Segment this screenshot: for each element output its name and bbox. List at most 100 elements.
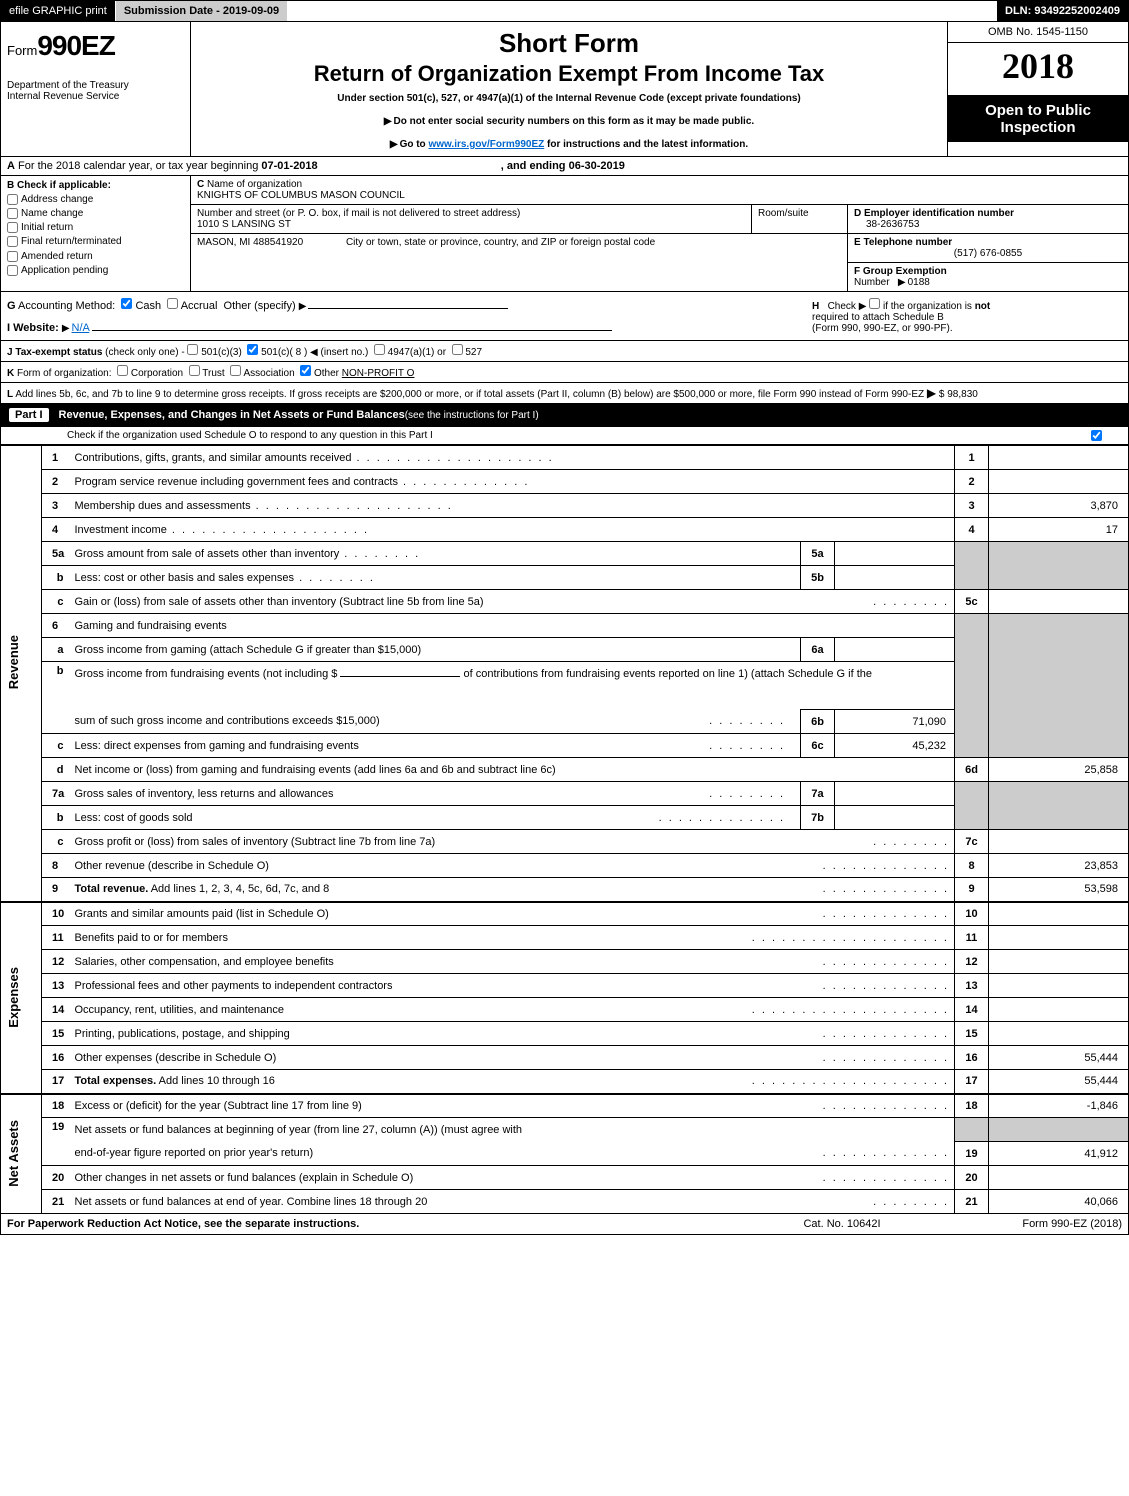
row-desc: Net assets or fund balances at end of ye… (70, 1190, 955, 1214)
row-desc: Salaries, other compensation, and employ… (70, 950, 955, 974)
form-990ez: 990EZ (37, 30, 115, 61)
chk-schedule-b[interactable] (869, 298, 880, 309)
shade-cell (955, 1118, 989, 1142)
chk-501c3[interactable] (187, 344, 198, 355)
row-desc: Gross income from fundraising events (no… (70, 662, 955, 686)
ein-value: 38-2636753 (866, 219, 919, 230)
chk-amended[interactable]: Amended return (7, 251, 184, 262)
chk-assoc[interactable] (230, 365, 241, 376)
row-bn: 5c (955, 590, 989, 614)
mini-n: 6b (801, 710, 835, 734)
chk-cash[interactable] (121, 298, 132, 309)
chk-trust[interactable] (189, 365, 200, 376)
row-desc: Printing, publications, postage, and shi… (70, 1022, 955, 1046)
row-bv: 40,066 (989, 1190, 1129, 1214)
row-num: 8 (42, 854, 70, 878)
row-bn: 3 (955, 494, 989, 518)
header-right: OMB No. 1545-1150 2018 Open to Public In… (948, 22, 1128, 156)
mini-v (835, 566, 955, 590)
l-value: $ 98,830 (939, 389, 978, 400)
section-j: J Tax-exempt status (check only one) - 5… (0, 341, 1129, 362)
row-num: 9 (42, 878, 70, 902)
shade-cell (989, 782, 1129, 830)
table-row: 17 Total expenses. Add lines 10 through … (1, 1070, 1129, 1094)
table-row: 3 Membership dues and assessments 3 3,87… (1, 494, 1129, 518)
table-row: 6 Gaming and fundraising events (1, 614, 1129, 638)
e-label: E Telephone number (854, 237, 952, 248)
chk-address-change[interactable]: Address change (7, 194, 184, 205)
website-link[interactable]: N/A (72, 322, 90, 334)
i-label: I Website: (7, 322, 59, 334)
topbar-spacer (287, 1, 997, 21)
table-row: Net Assets 18 Excess or (deficit) for th… (1, 1094, 1129, 1118)
table-row: 9 Total revenue. Add lines 1, 2, 3, 4, 5… (1, 878, 1129, 902)
k-other: Other (314, 368, 339, 379)
fundraising-amount[interactable] (340, 676, 460, 677)
netassets-sidelabel: Net Assets (1, 1094, 42, 1214)
table-row: 8 Other revenue (describe in Schedule O)… (1, 854, 1129, 878)
j-label: J Tax-exempt status (7, 347, 102, 358)
address-block: Number and street (or P. O. box, if mail… (191, 205, 848, 291)
chk-501c[interactable] (247, 344, 258, 355)
box-f: F Group Exemption Number 0188 (848, 263, 1128, 291)
chk-pending[interactable]: Application pending (7, 265, 184, 276)
row-bn: 6d (955, 758, 989, 782)
expenses-sidelabel: Expenses (1, 902, 42, 1094)
irs-label: Internal Revenue Service (7, 91, 184, 102)
chk-final[interactable]: Final return/terminated (7, 236, 184, 247)
group-exemption: 0188 (908, 277, 930, 288)
l-arrow: ▶ (927, 386, 936, 400)
chk-name-change[interactable]: Name change (7, 208, 184, 219)
column-def: D Employer identification number 38-2636… (848, 205, 1128, 291)
gi-col: G Accounting Method: Cash Accrual Other … (7, 298, 812, 334)
shade-cell (989, 542, 1129, 590)
section-l: L Add lines 5b, 6c, and 7b to line 9 to … (0, 383, 1129, 404)
row-bv (989, 998, 1129, 1022)
table-row: 11 Benefits paid to or for members 11 (1, 926, 1129, 950)
irs-link[interactable]: www.irs.gov/Form990EZ (428, 139, 544, 150)
city-label: City or town, state or province, country… (346, 237, 655, 248)
h-not: not (975, 301, 991, 312)
chk-initial[interactable]: Initial return (7, 222, 184, 233)
table-row: 13 Professional fees and other payments … (1, 974, 1129, 998)
chk-other-org[interactable] (300, 365, 311, 376)
other-specify[interactable] (308, 308, 508, 309)
street-label: Number and street (or P. O. box, if mail… (197, 208, 520, 219)
row-bv (989, 470, 1129, 494)
row-bn: 18 (955, 1094, 989, 1118)
instr1-text: Do not enter social security numbers on … (394, 116, 755, 127)
chk-schedule-o[interactable] (1091, 430, 1102, 441)
row-desc: Benefits paid to or for members (70, 926, 955, 950)
column-cde: C Name of organization KNIGHTS OF COLUMB… (191, 176, 1128, 291)
row-bn: 13 (955, 974, 989, 998)
instr-ssn: Do not enter social security numbers on … (197, 116, 941, 127)
j-501c: 501(c)( 8 ) (261, 347, 307, 358)
k-trust: Trust (202, 368, 224, 379)
accrual-label: Accrual (181, 300, 218, 312)
chk-527[interactable] (452, 344, 463, 355)
k-corp: Corporation (131, 368, 183, 379)
row-num: 21 (42, 1190, 70, 1214)
submission-date: Submission Date - 2019-09-09 (116, 1, 287, 21)
table-row: Expenses 10 Grants and similar amounts p… (1, 902, 1129, 926)
row-bn: 4 (955, 518, 989, 542)
row-desc: Total expenses. Add lines 10 through 16 (70, 1070, 955, 1094)
chk-corp[interactable] (117, 365, 128, 376)
chk-name-label: Name change (21, 208, 83, 219)
chk-4947[interactable] (374, 344, 385, 355)
header-left: Form990EZ Department of the Treasury Int… (1, 22, 191, 156)
chk-accrual[interactable] (167, 298, 178, 309)
row-num: c (42, 734, 70, 758)
row-num: 11 (42, 926, 70, 950)
short-form-title: Short Form (197, 28, 941, 59)
part1-checkline: Check if the organization used Schedule … (0, 427, 1129, 445)
box-e: E Telephone number (517) 676-0855 (848, 234, 1128, 263)
row-bn: 12 (955, 950, 989, 974)
row-num: 15 (42, 1022, 70, 1046)
instr2-pre: Go to (400, 139, 429, 150)
row-bv (989, 926, 1129, 950)
row-desc: Total revenue. Add lines 1, 2, 3, 4, 5c,… (70, 878, 955, 902)
part1-check-text: Check if the organization used Schedule … (67, 430, 1091, 441)
row-desc: Contributions, gifts, grants, and simila… (70, 446, 955, 470)
table-row: 4 Investment income 4 17 (1, 518, 1129, 542)
